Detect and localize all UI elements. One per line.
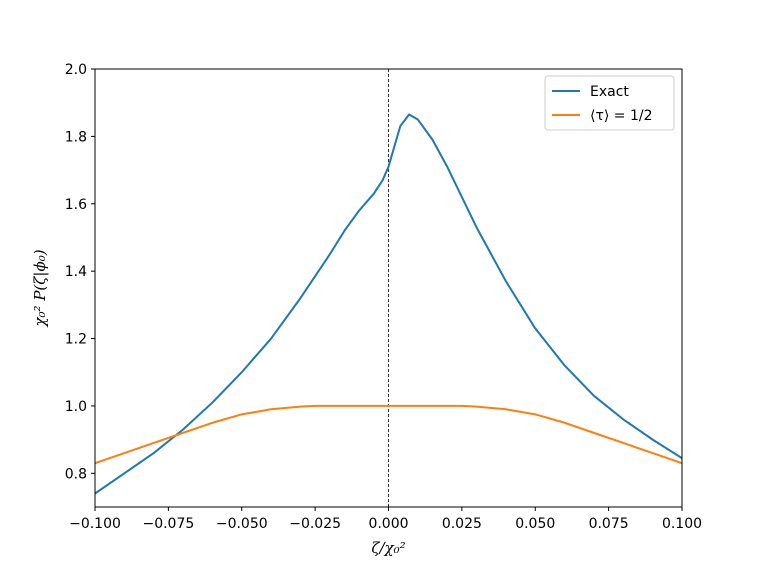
y-tick-label: 0.8 (65, 466, 87, 482)
x-tick-label: 0.000 (368, 516, 408, 532)
x-tick-label: 0.075 (589, 516, 629, 532)
y-tick-label: 1.2 (65, 332, 87, 348)
legend-label-exact: Exact (590, 84, 629, 100)
y-axis: 0.8 1.0 1.2 1.4 1.6 1.8 2.0 (65, 62, 95, 482)
x-axis-label: ζ/χ₀² (371, 539, 405, 557)
legend-box (544, 75, 675, 131)
series-line-exact (95, 113, 682, 495)
plot-area (94, 68, 683, 508)
legend: Exact ⟨τ⟩ = 1/2 (544, 75, 675, 131)
x-tick-label: −0.050 (216, 516, 268, 532)
legend-label-tau: ⟨τ⟩ = 1/2 (590, 108, 653, 124)
x-tick-label: −0.100 (69, 516, 121, 532)
x-tick-label: −0.025 (289, 516, 341, 532)
x-tick-label: 0.050 (515, 516, 555, 532)
y-tick-label: 2.0 (65, 62, 87, 78)
x-tick-label: −0.075 (142, 516, 194, 532)
y-tick-label: 1.0 (65, 399, 87, 415)
x-tick-label: 0.100 (662, 516, 702, 532)
y-tick-label: 1.6 (65, 197, 87, 213)
series-line-tau (95, 404, 682, 465)
x-axis: −0.100 −0.075 −0.050 −0.025 0.000 0.025 0.050 0… (69, 507, 702, 532)
x-tick-label: 0.025 (442, 516, 482, 532)
y-tick-label: 1.8 (65, 129, 87, 145)
y-axis-label: χ₀² P(ζ|ϕ₀) (31, 249, 49, 327)
y-tick-label: 1.4 (65, 264, 87, 280)
